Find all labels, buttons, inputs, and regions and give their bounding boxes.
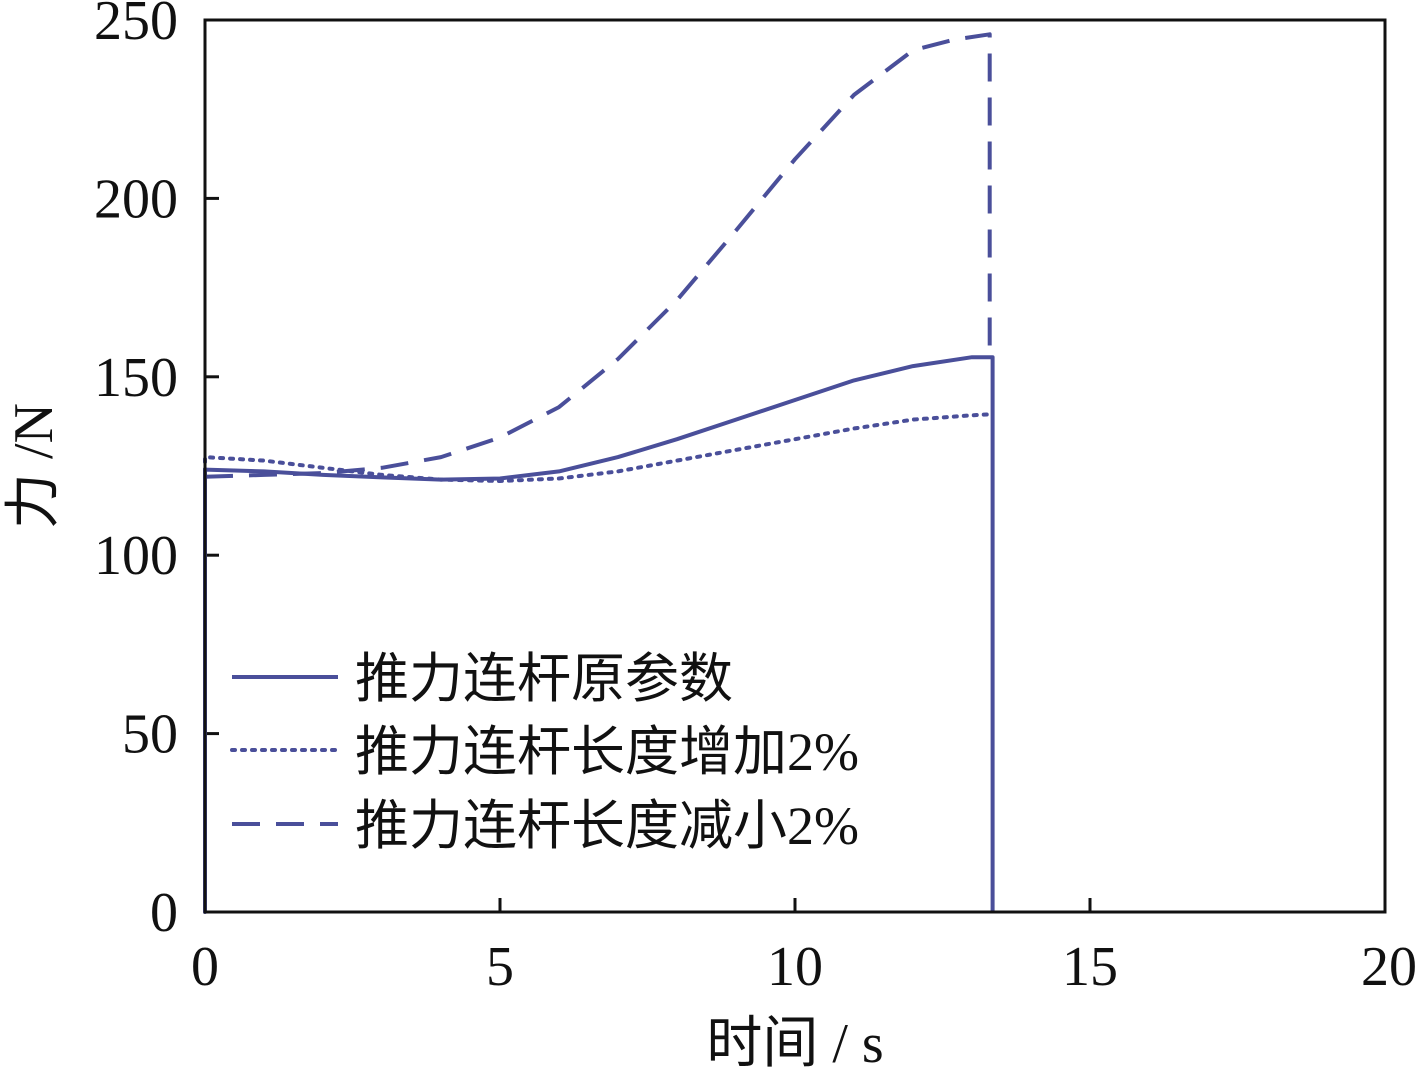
x-tick-label-15: 15	[1062, 936, 1118, 998]
plot-frame	[203, 18, 1387, 914]
x-tick-labels: 0 5 10 15 20	[191, 936, 1417, 998]
x-tick-label-20: 20	[1361, 936, 1417, 998]
legend-label-2: 推力连杆长度减小2%	[355, 796, 859, 856]
series-lines	[203, 32, 995, 914]
series-line-2	[204, 32, 992, 479]
y-tick-label-200: 200	[94, 168, 178, 230]
x-tick-label-0: 0	[191, 936, 219, 998]
x-axis-label: 时间 / s	[706, 1013, 883, 1074]
x-tick-label-5: 5	[486, 936, 514, 998]
y-tick-label-0: 0	[150, 882, 178, 944]
x-tick-label-10: 10	[767, 936, 823, 998]
legend-label-0: 推力连杆原参数	[355, 649, 733, 709]
legend-label-1: 推力连杆长度增加2%	[355, 722, 859, 782]
y-tick-label-250: 250	[94, 0, 178, 52]
y-tick-label-100: 100	[94, 525, 178, 587]
y-axis-label: 力 /N	[3, 403, 65, 529]
y-tick-label-150: 150	[94, 347, 178, 409]
y-tick-label-50: 50	[122, 704, 178, 766]
y-tick-labels: 0 50 100 150 200 250	[94, 0, 178, 944]
series-line-1	[203, 412, 992, 914]
